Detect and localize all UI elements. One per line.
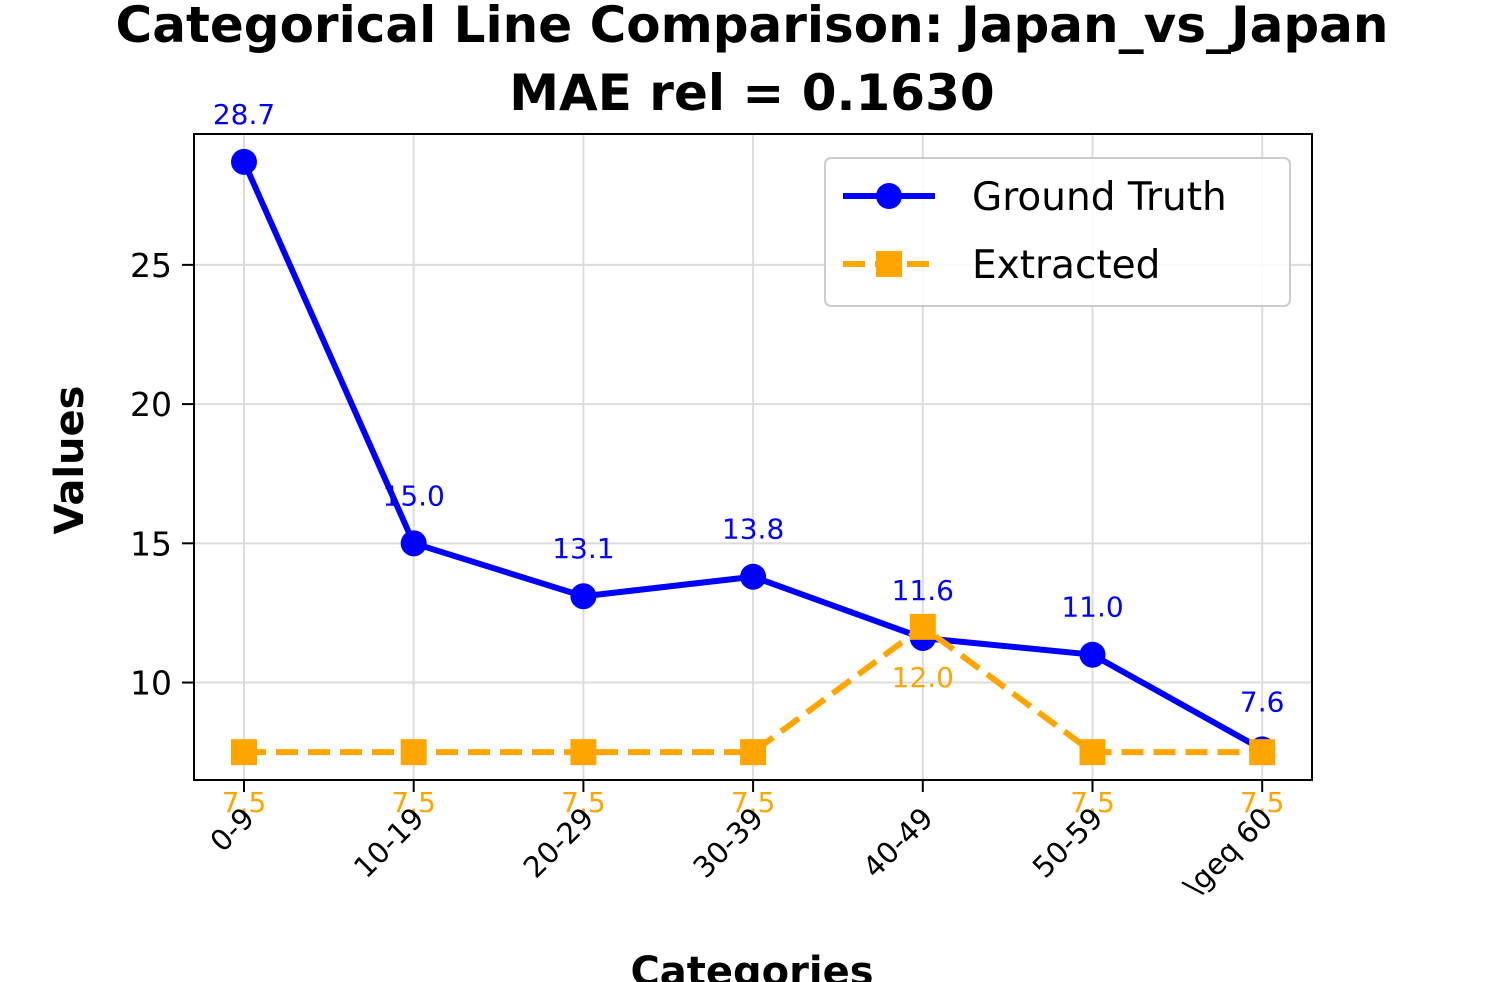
y-tick-label: 15 bbox=[130, 524, 172, 563]
data-point-ground-truth bbox=[231, 148, 257, 175]
legend-entry-ground-truth: Ground Truth bbox=[972, 175, 1227, 220]
data-label-ground-truth: 11.6 bbox=[892, 574, 954, 607]
data-point-extracted bbox=[1079, 739, 1106, 766]
data-point-extracted bbox=[1249, 739, 1276, 766]
chart-title: Categorical Line Comparison: Japan_vs_Ja… bbox=[116, 0, 1389, 54]
data-point-extracted bbox=[909, 613, 936, 640]
y-tick-label: 10 bbox=[130, 664, 172, 703]
data-point-ground-truth bbox=[400, 530, 427, 557]
data-label-ground-truth: 13.1 bbox=[552, 532, 614, 565]
x-axis-label: Categories bbox=[630, 949, 873, 982]
y-axis-label: Values bbox=[47, 386, 93, 535]
y-tick-label: 20 bbox=[130, 385, 172, 424]
series-group bbox=[231, 148, 1276, 766]
data-point-ground-truth bbox=[570, 583, 597, 610]
data-point-extracted bbox=[570, 739, 597, 766]
data-labels: 28.715.013.113.811.611.07.67.5 7.5 7.5 7.51… bbox=[213, 98, 1285, 819]
legend-entry-extracted: Extracted bbox=[972, 243, 1160, 288]
legend-marker-ground-truth bbox=[876, 183, 902, 209]
data-label-ground-truth: 15.0 bbox=[383, 479, 445, 512]
data-point-extracted bbox=[740, 739, 767, 766]
data-label-ground-truth: 11.0 bbox=[1061, 591, 1123, 624]
legend: Ground Truth Extracted bbox=[824, 157, 1291, 307]
data-label-ground-truth: 7.6 bbox=[1240, 685, 1285, 718]
legend-marker-extracted bbox=[876, 251, 902, 277]
data-label-ground-truth: 28.7 bbox=[213, 98, 275, 131]
legend-box bbox=[824, 157, 1291, 307]
data-point-ground-truth bbox=[1079, 641, 1106, 668]
data-point-extracted bbox=[400, 739, 427, 766]
data-label-extracted: 12.0 bbox=[892, 661, 954, 694]
data-label-ground-truth: 13.8 bbox=[722, 513, 784, 546]
data-point-extracted bbox=[231, 739, 257, 766]
y-tick-label: 25 bbox=[130, 246, 172, 285]
data-point-ground-truth bbox=[740, 563, 767, 590]
chart-subtitle: MAE rel = 0.1630 bbox=[509, 64, 994, 122]
